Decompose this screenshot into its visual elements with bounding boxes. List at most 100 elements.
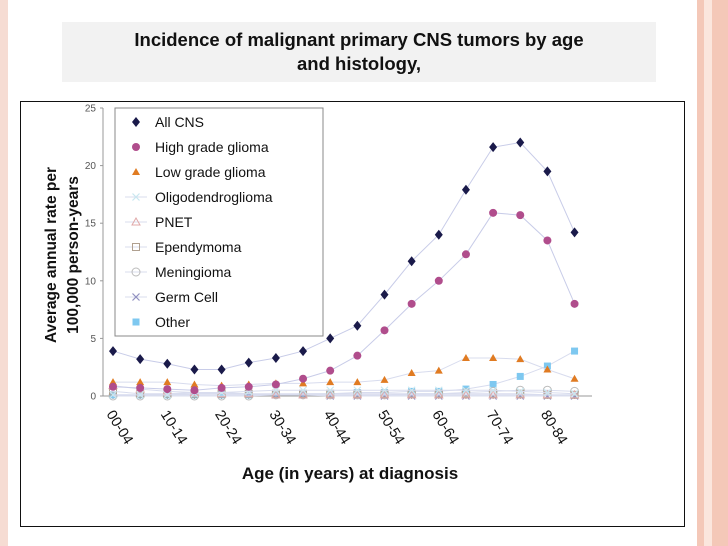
data-point-low-grade-glioma xyxy=(516,355,525,363)
data-point-low-grade-glioma xyxy=(570,374,579,382)
data-point-oligodendroglioma xyxy=(489,386,498,395)
data-point-high-grade-glioma xyxy=(299,374,308,383)
data-point-all-cns xyxy=(434,229,443,240)
x-tick-label: 10-14 xyxy=(157,408,190,448)
data-point-high-grade-glioma xyxy=(244,382,253,391)
series-line-oligodendroglioma xyxy=(113,389,575,396)
legend-marker-ependymoma xyxy=(132,243,140,251)
legend-box xyxy=(114,107,324,337)
series-line-pnet xyxy=(112,385,575,396)
slide-title-line-2: and histology, xyxy=(296,53,422,74)
data-point-pnet xyxy=(379,389,390,399)
legend-label-high-grade-glioma: High grade glioma xyxy=(155,139,269,155)
data-point-high-grade-glioma xyxy=(407,299,416,308)
series-line-low-grade-glioma xyxy=(113,357,575,387)
data-point-low-grade-glioma xyxy=(136,378,145,386)
series-line-high-grade-glioma xyxy=(112,212,576,391)
data-point-high-grade-glioma xyxy=(136,383,145,392)
legend-marker-oligodendroglioma xyxy=(132,193,140,201)
data-point-all-cns xyxy=(271,352,280,363)
y-axis-label-line-2: 100,000 person-years xyxy=(65,176,82,334)
series-low-grade-glioma xyxy=(109,353,579,389)
data-point-low-grade-glioma xyxy=(299,379,308,387)
legend-marker-low-grade-glioma xyxy=(132,168,140,175)
data-point-high-grade-glioma xyxy=(353,351,362,360)
data-point-all-cns xyxy=(353,320,362,331)
data-point-all-cns xyxy=(163,358,172,369)
y-tick-label: 0 xyxy=(90,392,96,403)
data-point-pnet xyxy=(298,389,308,399)
slide-title-line-1: Incidence of malignant primary CNS tumor… xyxy=(134,29,584,50)
data-point-other xyxy=(489,380,497,388)
data-point-high-grade-glioma xyxy=(489,208,498,217)
data-point-oligodendroglioma xyxy=(353,386,362,395)
data-point-low-grade-glioma xyxy=(407,368,416,376)
data-point-low-grade-glioma xyxy=(326,378,335,386)
chart-legend: All CNS High grade glioma Low grade glioma… xyxy=(114,107,324,337)
legend-label-other: Other xyxy=(155,314,190,330)
legend-marker-all-cns xyxy=(132,117,140,127)
data-point-all-cns xyxy=(516,137,525,148)
data-point-all-cns xyxy=(461,184,470,195)
data-point-oligodendroglioma xyxy=(543,388,552,397)
data-point-oligodendroglioma xyxy=(407,386,416,395)
data-point-low-grade-glioma xyxy=(380,375,389,383)
slide-left-stripe xyxy=(0,0,8,546)
data-point-all-cns xyxy=(407,256,416,267)
data-point-low-grade-glioma xyxy=(543,365,552,373)
data-point-all-cns xyxy=(326,333,335,344)
series-pnet xyxy=(108,380,580,399)
data-point-meningioma xyxy=(542,385,552,395)
data-point-low-grade-glioma xyxy=(461,353,470,361)
slide-accent-band xyxy=(697,0,728,546)
data-point-all-cns xyxy=(109,346,117,357)
data-point-all-cns xyxy=(489,142,498,153)
legend-label-all-cns: All CNS xyxy=(155,114,204,130)
data-point-pnet xyxy=(569,389,580,399)
data-point-oligodendroglioma xyxy=(380,386,389,395)
data-point-meningioma xyxy=(108,391,118,401)
data-point-all-cns xyxy=(190,364,199,375)
data-point-all-cns xyxy=(217,364,226,375)
data-point-oligodendroglioma xyxy=(163,390,172,399)
data-point-oligodendroglioma xyxy=(271,386,280,395)
data-point-oligodendroglioma xyxy=(516,387,525,396)
data-point-high-grade-glioma xyxy=(271,380,280,389)
x-tick-label: 80-84 xyxy=(537,408,570,448)
series-oligodendroglioma xyxy=(109,386,579,399)
legend-label-meningioma: Meningioma xyxy=(155,264,231,280)
data-point-low-grade-glioma xyxy=(434,366,443,374)
x-axis-label: Age (in years) at diagnosis xyxy=(242,464,458,483)
legend-marker-germ-cell xyxy=(132,293,140,301)
data-point-high-grade-glioma xyxy=(434,276,443,285)
data-point-all-cns xyxy=(299,346,308,357)
data-point-low-grade-glioma xyxy=(489,353,498,361)
legend-marker-pnet xyxy=(131,216,141,226)
data-point-other xyxy=(571,347,579,355)
x-tick-label: 20-24 xyxy=(211,408,244,448)
data-point-low-grade-glioma xyxy=(163,378,172,386)
x-tick-label: 30-34 xyxy=(266,408,299,448)
y-tick-label: 5 xyxy=(90,334,96,345)
legend-marker-high-grade-glioma xyxy=(132,143,140,151)
y-tick-label: 25 xyxy=(85,104,97,115)
data-point-pnet xyxy=(216,388,227,398)
x-tick-label: 50-54 xyxy=(374,408,407,448)
data-point-oligodendroglioma xyxy=(434,386,443,395)
data-point-pnet xyxy=(433,389,444,399)
data-point-oligodendroglioma xyxy=(570,389,579,398)
legend-label-oligodendroglioma: Oligodendroglioma xyxy=(155,189,273,205)
slide-title: Incidence of malignant primary CNS tumor… xyxy=(62,22,656,82)
data-point-all-cns xyxy=(570,227,579,238)
data-point-pnet xyxy=(352,389,363,399)
data-point-low-grade-glioma xyxy=(353,378,362,386)
data-point-oligodendroglioma xyxy=(136,390,145,399)
data-point-high-grade-glioma xyxy=(543,236,552,245)
legend-label-germ-cell: Germ Cell xyxy=(155,289,218,305)
x-tick-label: 00-04 xyxy=(103,408,136,448)
data-point-high-grade-glioma xyxy=(217,383,226,392)
legend-marker-meningioma xyxy=(131,267,141,277)
legend-label-ependymoma: Ependymoma xyxy=(155,239,242,255)
data-point-pnet xyxy=(515,389,526,399)
series-line-all-cns xyxy=(112,142,576,371)
